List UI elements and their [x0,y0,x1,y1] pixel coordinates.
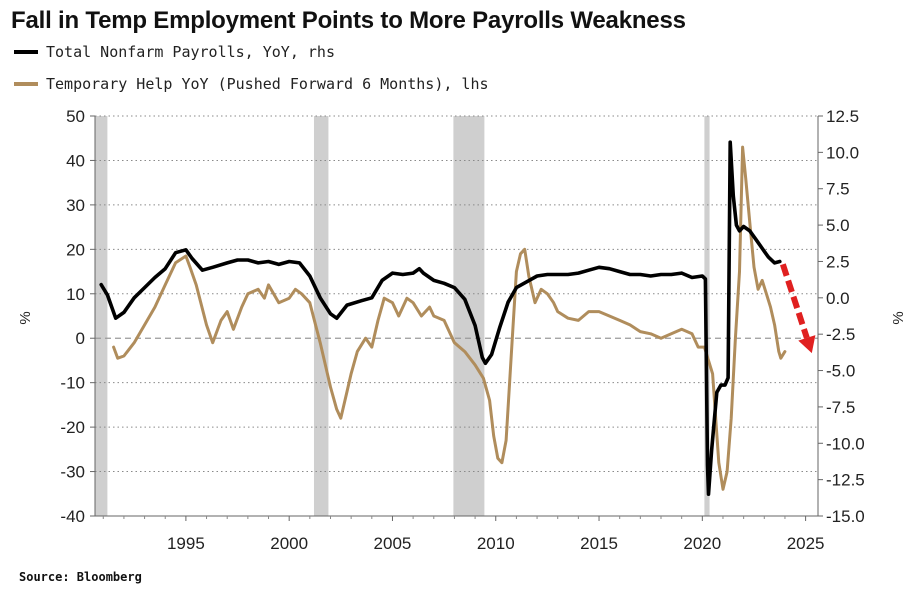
right-tick-label-0: 12.5 [826,107,859,126]
x-tick-label-4: 2015 [580,534,618,553]
right-tick-label-2: 7.5 [826,180,850,199]
left-tick-label-6: -10 [60,374,85,393]
left-axis-unit: % [17,311,34,324]
left-tick-label-4: 10 [66,285,85,304]
legend-swatch-temp-help [14,82,38,86]
projection-arrow-head [798,335,816,354]
x-tick-label-2: 2005 [374,534,412,553]
left-tick-label-2: 30 [66,196,85,215]
left-tick-label-1: 40 [66,151,85,170]
tick-labels: 50403020100-10-20-30-4012.510.07.55.02.5… [17,107,907,553]
left-tick-label-9: -40 [60,507,85,526]
right-tick-label-11: -15.0 [826,507,865,526]
x-tick-label-3: 2010 [477,534,515,553]
left-tick-label-0: 50 [66,107,85,126]
left-tick-label-5: 0 [76,329,85,348]
series-line-temp-help [112,145,787,491]
recession-shading [95,116,710,516]
source-note: Source: Bloomberg [19,570,142,584]
right-tick-label-8: -7.5 [826,398,855,417]
right-tick-label-9: -10.0 [826,434,865,453]
right-tick-label-5: 0.0 [826,289,850,308]
right-axis-unit: % [890,311,907,324]
left-tick-label-3: 20 [66,240,85,259]
left-tick-label-8: -30 [60,463,85,482]
x-tick-label-5: 2020 [683,534,721,553]
legend-label-temp-help: Temporary Help YoY (Pushed Forward 6 Mon… [46,75,489,93]
right-tick-label-1: 10.0 [826,143,859,162]
legend-swatch-payrolls [14,50,38,54]
series-lines [99,140,787,496]
right-tick-label-4: 2.5 [826,252,850,271]
projection-arrow [780,263,816,354]
axes [90,115,823,521]
series-line-payrolls [99,140,782,496]
right-tick-label-7: -5.0 [826,362,855,381]
legend-item-temp-help: Temporary Help YoY (Pushed Forward 6 Mon… [14,74,489,94]
x-tick-label-1: 2000 [270,534,308,553]
right-tick-label-6: -2.5 [826,325,855,344]
projection-arrow-shaft [780,263,810,339]
right-tick-label-10: -12.5 [826,471,865,490]
chart-title: Fall in Temp Employment Points to More P… [11,7,686,34]
legend-label-payrolls: Total Nonfarm Payrolls, YoY, rhs [46,43,335,61]
recession-band-2 [453,116,485,516]
x-tick-label-6: 2025 [787,534,825,553]
right-tick-label-3: 5.0 [826,216,850,235]
recession-band-0 [95,116,108,516]
legend-item-payrolls: Total Nonfarm Payrolls, YoY, rhs [14,42,335,62]
x-tick-label-0: 1995 [167,534,205,553]
recession-band-1 [313,116,329,516]
left-tick-label-7: -20 [60,418,85,437]
